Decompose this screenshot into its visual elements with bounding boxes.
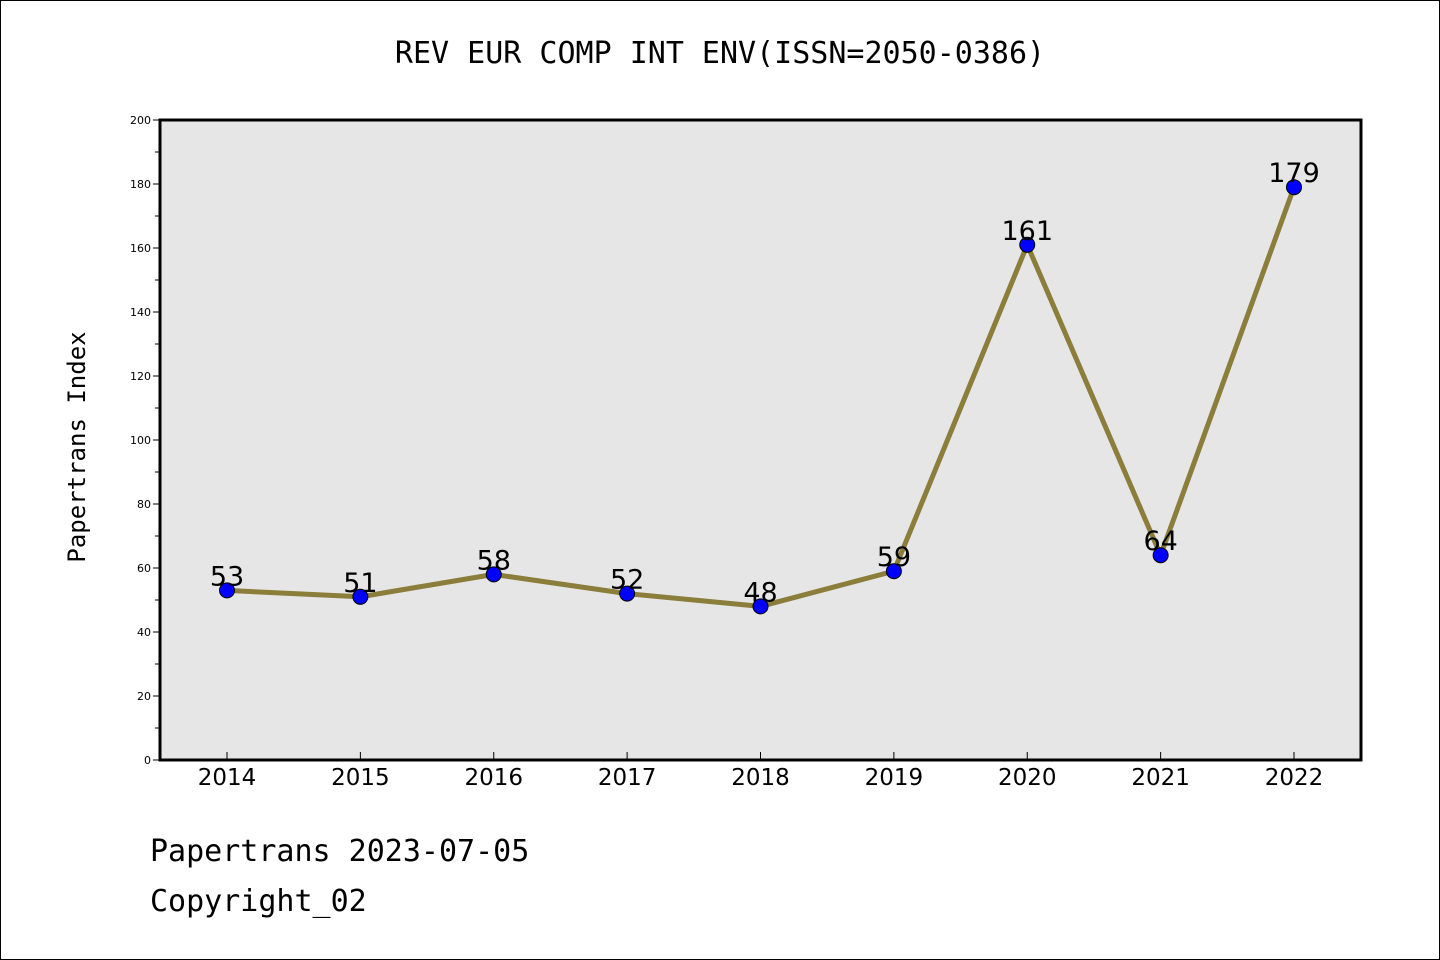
data-point bbox=[352, 588, 369, 605]
x-tick-label: 2014 bbox=[198, 765, 257, 791]
y-tick-label: 0 bbox=[144, 754, 151, 767]
data-point bbox=[885, 563, 902, 580]
x-tick-label: 2020 bbox=[998, 765, 1057, 791]
y-tick-label: 160 bbox=[130, 242, 151, 255]
y-tick-label: 140 bbox=[130, 306, 151, 319]
x-tick-label: 2022 bbox=[1265, 765, 1324, 791]
data-point bbox=[752, 598, 769, 615]
y-tick-label: 180 bbox=[130, 178, 151, 191]
y-tick-label: 100 bbox=[130, 434, 151, 447]
data-point bbox=[219, 582, 235, 599]
x-axis: 2014 2015 2016 2017 2018 2019 2020 2021 2022 bbox=[198, 752, 1324, 791]
data-label: 48 bbox=[743, 577, 777, 608]
x-tick-label: 2018 bbox=[731, 765, 790, 791]
data-labels: 53 51 58 52 48 59 161 64 179 bbox=[210, 158, 1320, 608]
x-tick-label: 2015 bbox=[331, 765, 390, 791]
data-label: 161 bbox=[1001, 216, 1053, 247]
plot-area bbox=[158, 118, 1363, 762]
data-label: 179 bbox=[1268, 158, 1320, 189]
data-label: 64 bbox=[1143, 526, 1177, 557]
x-tick-label: 2016 bbox=[464, 765, 523, 791]
y-tick-label: 200 bbox=[130, 114, 151, 127]
y-axis: 0 20 40 60 80 100 120 140 160 180 200 bbox=[130, 114, 160, 767]
chart-title: REV EUR COMP INT ENV(ISSN=2050-0386) bbox=[394, 36, 1046, 71]
data-point bbox=[1286, 179, 1302, 196]
data-label: 59 bbox=[877, 542, 911, 573]
footer-copyright: Copyright_02 bbox=[150, 884, 367, 919]
data-label: 51 bbox=[343, 568, 377, 599]
data-label: 58 bbox=[477, 545, 511, 576]
data-label: 52 bbox=[610, 565, 644, 596]
data-point bbox=[1019, 236, 1036, 253]
y-tick-label: 60 bbox=[137, 562, 151, 575]
footer-source: Papertrans 2023-07-05 bbox=[150, 834, 530, 869]
x-tick-label: 2021 bbox=[1131, 765, 1190, 791]
y-tick-label: 120 bbox=[130, 370, 151, 383]
y-tick-label: 20 bbox=[137, 690, 151, 703]
data-markers bbox=[219, 179, 1302, 615]
y-axis-label: Papertrans Index bbox=[63, 331, 91, 562]
x-tick-label: 2017 bbox=[598, 765, 657, 791]
y-tick-label: 40 bbox=[137, 626, 151, 639]
data-point bbox=[619, 585, 636, 602]
x-tick-label: 2019 bbox=[865, 765, 924, 791]
y-tick-label: 80 bbox=[137, 498, 151, 511]
data-label: 53 bbox=[210, 561, 244, 592]
data-point bbox=[485, 566, 502, 583]
data-point bbox=[1152, 547, 1169, 564]
